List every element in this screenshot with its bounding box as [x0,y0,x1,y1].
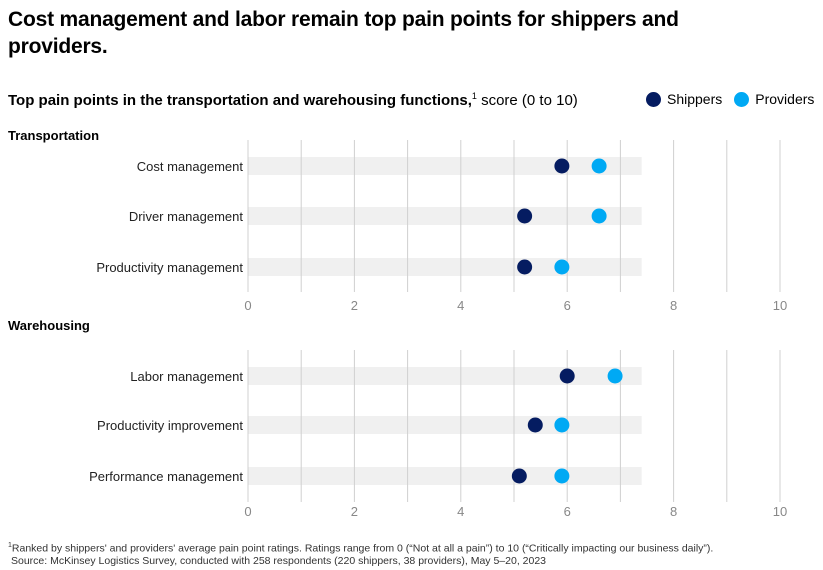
subtitle-footnote-marker: 1 [471,91,477,101]
chart-title: Cost management and labor remain top pai… [8,8,679,58]
warehousing-providers-dot [607,368,623,384]
legend-label-providers: Providers [755,91,815,107]
warehousing-tick-label-10: 10 [773,504,787,519]
warehousing-shippers-dot [511,468,527,484]
transportation-tick-label-10: 10 [773,298,787,313]
transportation-panel-header: Transportation [8,128,99,143]
legend: Shippers Providers [646,91,823,107]
footnote-line-2: Source: McKinsey Logistics Survey, condu… [11,554,547,567]
transportation-providers-dot [591,158,607,174]
warehousing-track-1 [248,416,642,434]
transportation-tick-label-6: 6 [564,298,571,313]
transportation-tick-label-8: 8 [670,298,677,313]
legend-item-shippers: Shippers [646,91,722,107]
chart-subtitle: Top pain points in the transportation an… [8,91,578,109]
footnote: 1Ranked by shippers' and providers' aver… [8,540,713,567]
transportation-track-2 [248,258,642,276]
transportation-shippers-dot [554,158,570,174]
footnote-line-1: 1Ranked by shippers' and providers' aver… [8,540,713,555]
legend-item-providers: Providers [734,91,814,107]
warehousing-providers-dot [554,468,570,484]
transportation-tick-label-2: 2 [351,298,358,313]
warehousing-category-label: Performance management [89,469,243,484]
transportation-providers-dot [591,208,607,224]
dot-chart: Transportation 0 2 4 6 8 10 Cost management Driv… [8,128,787,519]
warehousing-tick-label-4: 4 [457,504,464,519]
warehousing-providers-dot [554,417,570,433]
footnote-marker: 1 [8,542,12,549]
warehousing-shippers-dot [527,417,543,433]
transportation-tick-label-0: 0 [244,298,251,313]
warehousing-category-label: Labor management [130,369,243,384]
subtitle-bold: Top pain points in the transportation an… [8,92,472,109]
warehousing-panel-header: Warehousing [8,318,90,333]
legend-label-shippers: Shippers [667,91,723,107]
warehousing-tick-label-2: 2 [351,504,358,519]
transportation-track-1 [248,207,642,225]
transportation-track-0 [248,157,642,175]
transportation-category-label: Cost management [137,159,244,174]
legend-dot-shippers [646,91,661,107]
legend-dot-providers [734,91,750,107]
transportation-shippers-dot [517,208,533,224]
warehousing-shippers-dot [559,368,575,384]
warehousing-tick-label-0: 0 [244,504,251,519]
warehousing-track-2 [248,467,642,485]
transportation-tick-label-4: 4 [457,298,464,313]
warehousing-tick-label-6: 6 [564,504,571,519]
subtitle-rest: score (0 to 10) [476,92,578,109]
warehousing-category-label: Productivity improvement [97,418,243,433]
warehousing-track-0 [248,367,642,385]
transportation-providers-dot [554,259,570,275]
transportation-shippers-dot [517,259,533,275]
transportation-category-label: Productivity management [96,260,243,275]
footnote-text: Ranked by shippers' and providers' avera… [11,542,714,555]
transportation-category-label: Driver management [129,209,244,224]
warehousing-tick-label-8: 8 [670,504,677,519]
